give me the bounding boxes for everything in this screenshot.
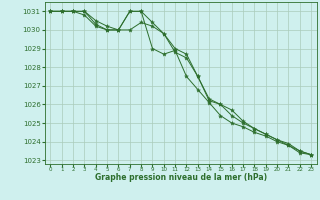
X-axis label: Graphe pression niveau de la mer (hPa): Graphe pression niveau de la mer (hPa) [95,173,267,182]
